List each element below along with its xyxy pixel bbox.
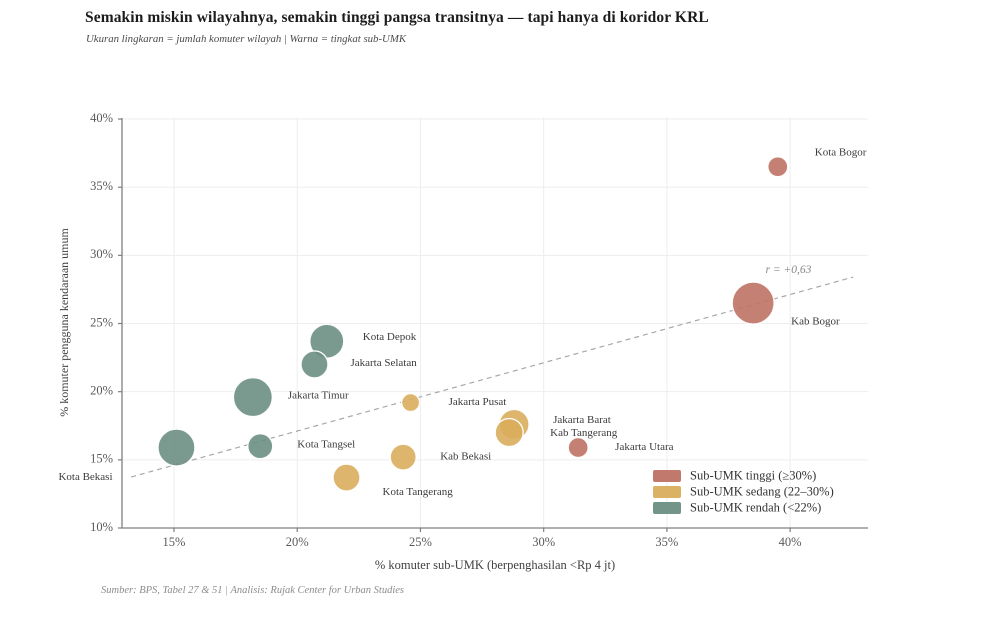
legend-swatch-sedang <box>653 486 681 498</box>
point-label-jakarta-utara: Jakarta Utara <box>615 441 673 453</box>
y-tick-label-35: 35% <box>90 179 113 193</box>
bubble-jakarta-pusat <box>400 392 421 413</box>
x-tick-label-35: 35% <box>655 535 678 549</box>
point-label-kota-depok: Kota Depok <box>363 331 417 343</box>
y-tick-label-30: 30% <box>90 247 113 261</box>
point-label-kota-tangerang: Kota Tangerang <box>383 486 454 498</box>
y-tick-label-40: 40% <box>90 111 113 125</box>
point-label-kab-bekasi: Kab Bekasi <box>440 451 491 463</box>
x-tick-label-15: 15% <box>163 535 186 549</box>
point-label-jakarta-barat: Jakarta Barat <box>553 414 611 426</box>
chart-subtitle: Ukuran lingkaran = jumlah komuter wilaya… <box>86 33 407 45</box>
legend-label-rendah: Sub-UMK rendah (<22%) <box>690 500 821 514</box>
point-label-jakarta-pusat: Jakarta Pusat <box>449 396 507 408</box>
point-label-kab-bogor: Kab Bogor <box>791 316 840 328</box>
legend-swatch-tinggi <box>653 470 681 482</box>
point-label-kab-tangerang: Kab Tangerang <box>550 427 618 439</box>
point-label-kota-tangsel: Kota Tangsel <box>297 439 355 451</box>
point-label-kota-bogor: Kota Bogor <box>815 146 867 158</box>
x-tick-label-25: 25% <box>409 535 432 549</box>
bubble-kota-tangerang <box>332 463 361 492</box>
source-note: Sumber: BPS, Tabel 27 & 51 | Analisis: R… <box>101 585 405 596</box>
point-label-jakarta-selatan: Jakarta Selatan <box>350 357 417 369</box>
x-tick-label-40: 40% <box>779 535 802 549</box>
bubble-jakarta-utara <box>567 436 589 459</box>
bubble-jakarta-selatan <box>300 350 329 379</box>
bubble-kota-bekasi <box>157 428 196 467</box>
legend-label-sedang: Sub-UMK sedang (22–30%) <box>690 484 834 498</box>
bubble-kota-tangsel <box>247 433 274 460</box>
legend-label-tinggi: Sub-UMK tinggi (≥30%) <box>690 468 816 482</box>
y-tick-label-25: 25% <box>90 315 113 329</box>
bubble-kota-bogor <box>767 156 789 178</box>
point-label-jakarta-timur: Jakarta Timur <box>288 390 349 402</box>
bubble-kab-tangerang <box>494 417 524 448</box>
x-tick-label-30: 30% <box>532 535 555 549</box>
legend-swatch-rendah <box>653 502 681 514</box>
y-tick-label-10: 10% <box>90 520 113 534</box>
y-axis-title: % komuter pengguna kendaraan umum <box>57 228 71 417</box>
bubble-kab-bekasi <box>389 443 417 471</box>
chart-title: Semakin miskin wilayahnya, semakin tingg… <box>85 9 709 26</box>
bubble-kab-bogor <box>731 281 775 325</box>
point-label-kota-bekasi: Kota Bekasi <box>58 471 112 483</box>
y-tick-label-15: 15% <box>90 452 113 466</box>
x-tick-label-20: 20% <box>286 535 309 549</box>
x-axis-title: % komuter sub-UMK (berpenghasilan <Rp 4 … <box>375 558 615 572</box>
correlation-label: r = +0,63 <box>765 264 811 276</box>
y-tick-label-20: 20% <box>90 384 113 398</box>
bubble-jakarta-timur <box>232 376 274 418</box>
